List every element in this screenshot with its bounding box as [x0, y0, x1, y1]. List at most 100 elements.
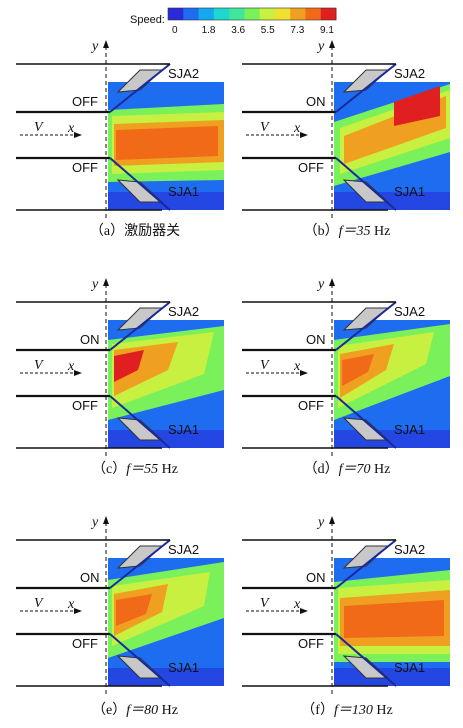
caption-f-unit: Hz [376, 703, 393, 718]
colorbar-tick-label: 5.5 [261, 25, 275, 36]
y-axis-arrow [329, 278, 335, 286]
caption-c-unit: Hz [161, 462, 178, 477]
flow-field-f: y V x ON OFF SJA2 SJA1 [242, 515, 450, 696]
lower-actuator-state: OFF [298, 636, 324, 651]
velocity-arrow-head [300, 132, 308, 138]
velocity-arrow-head [74, 608, 82, 614]
caption-f-prefix: （f） [301, 703, 334, 718]
sja1-label: SJA1 [394, 660, 425, 675]
caption-c-text: f＝55 [126, 462, 159, 477]
actuator-sja1-edge [335, 633, 397, 687]
y-axis-label: y [316, 39, 325, 54]
velocity-arrow-head [74, 370, 82, 376]
velocity-arrow-head [74, 132, 82, 138]
caption-a-text: 激励器关 [124, 224, 181, 239]
lower-actuator-state: OFF [298, 398, 324, 413]
caption-c: （c）f＝55 Hz [20, 458, 250, 478]
y-axis-label: y [90, 515, 99, 530]
actuator-sja1-edge [109, 395, 171, 449]
speed-contour-level [114, 350, 144, 382]
actuator-sja1-edge [335, 395, 397, 449]
upper-actuator-state: ON [306, 570, 326, 585]
speed-contours [108, 320, 224, 448]
velocity-label: V [260, 358, 270, 373]
x-axis-label: x [67, 359, 75, 374]
colorbar-segment [229, 8, 245, 20]
speed-colorbar: Speed: 0 1.8 3.6 5.5 7.3 9.1 [130, 6, 350, 36]
speed-contour-level [116, 594, 152, 626]
flow-field-e: y V x ON OFF SJA2 SJA1 [16, 515, 224, 696]
sja1-label: SJA1 [168, 422, 199, 437]
sja2-label: SJA2 [394, 542, 425, 557]
caption-b-text: f＝35 [338, 224, 371, 239]
colorbar-segment [168, 8, 184, 20]
caption-a: （a）激励器关 [20, 220, 250, 240]
y-axis-label: y [316, 277, 325, 292]
upper-actuator-state: ON [306, 332, 326, 347]
actuator-sja2-edge [109, 301, 171, 351]
y-axis-label: y [90, 277, 99, 292]
upper-actuator-state: ON [306, 94, 326, 109]
y-axis-label: y [316, 515, 325, 530]
actuator-sja1-edge [335, 157, 397, 211]
flow-field-b: y V x ON OFF SJA2 SJA1 [242, 39, 450, 220]
caption-b-unit: Hz [374, 224, 391, 239]
sja2-label: SJA2 [394, 66, 425, 81]
caption-f: （f）f＝130 Hz [232, 699, 462, 719]
actuator-sja1-edge [109, 157, 171, 211]
caption-e-unit: Hz [161, 703, 178, 718]
caption-e-text: f＝80 [126, 703, 159, 718]
colorbar-segment [320, 8, 337, 20]
colorbar-segment [274, 8, 291, 20]
x-axis-label: x [293, 121, 301, 136]
caption-d: （d）f＝70 Hz [232, 458, 462, 478]
colorbar-frame [167, 7, 337, 21]
lower-actuator-state: OFF [72, 636, 98, 651]
actuator-sja1-edge [109, 633, 171, 687]
sja1-label: SJA1 [168, 660, 199, 675]
caption-a-prefix: （a） [89, 224, 125, 239]
speed-contour-level [394, 86, 440, 126]
colorbar-tick-label: 3.6 [231, 25, 245, 36]
actuator-sja2-edge [335, 301, 397, 351]
velocity-label: V [34, 358, 44, 373]
y-axis-arrow [103, 40, 109, 48]
x-axis-label: x [293, 359, 301, 374]
velocity-label: V [34, 120, 44, 135]
flow-field-c: y V x ON OFF SJA2 SJA1 [16, 277, 224, 458]
caption-b-prefix: （b） [303, 224, 339, 239]
actuator-sja2-edge [109, 63, 171, 113]
y-axis-arrow [103, 278, 109, 286]
colorbar-tick-label: 9.1 [320, 25, 334, 36]
actuator-sja2-edge [335, 539, 397, 589]
x-axis-label: x [67, 597, 75, 612]
flow-field-a: y V x OFF OFF SJA2 SJA1 [16, 39, 224, 220]
colorbar-tick-label: 0 [172, 25, 178, 36]
speed-contour-level [344, 600, 444, 638]
caption-d-text: f＝70 [338, 462, 371, 477]
sja1-label: SJA1 [394, 422, 425, 437]
y-axis-label: y [90, 39, 99, 54]
sja1-label: SJA1 [394, 184, 425, 199]
colorbar-segment [259, 8, 276, 20]
speed-contours [108, 82, 224, 210]
colorbar-tick-label: 7.3 [290, 25, 304, 36]
sja2-label: SJA2 [394, 304, 425, 319]
lower-actuator-state: OFF [72, 160, 98, 175]
caption-b: （b）f＝35 Hz [232, 220, 462, 240]
speed-contours [334, 320, 450, 448]
velocity-label: V [34, 596, 44, 611]
velocity-label: V [260, 120, 270, 135]
speed-contour-level [342, 354, 374, 386]
x-axis-label: x [293, 597, 301, 612]
actuator-sja2-edge [109, 539, 171, 589]
caption-f-text: f＝130 [333, 703, 373, 718]
colorbar-gradient: 0 1.8 3.6 5.5 7.3 9.1 [167, 7, 337, 36]
caption-c-prefix: （c） [92, 462, 127, 477]
upper-actuator-state: OFF [72, 94, 98, 109]
